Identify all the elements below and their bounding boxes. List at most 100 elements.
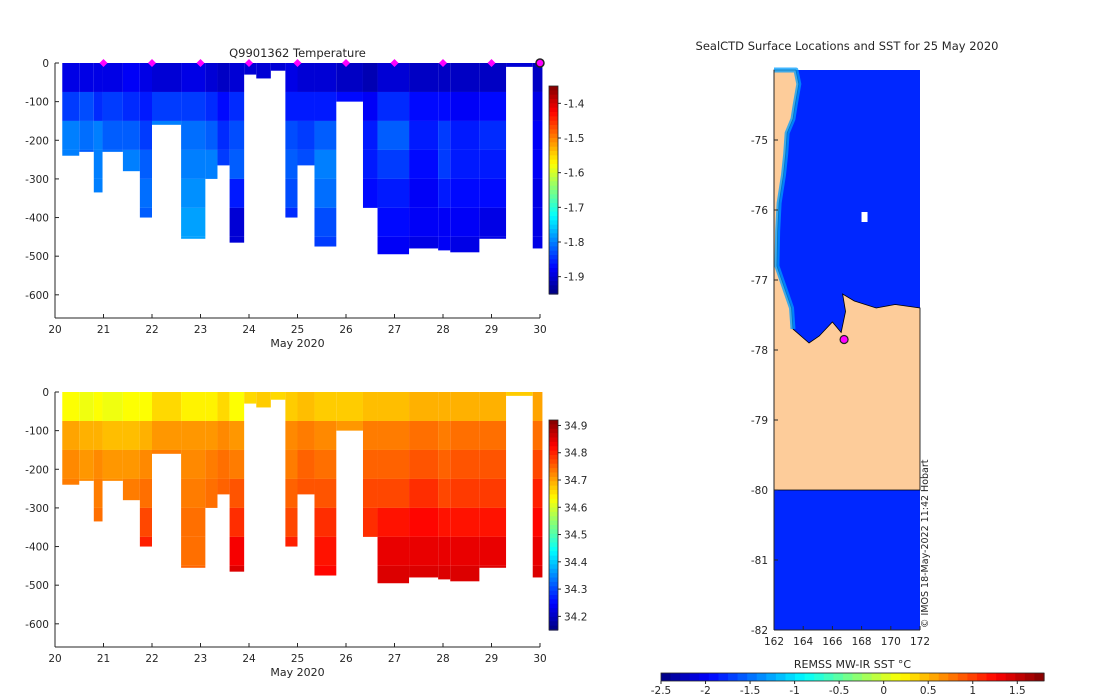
profile-cell	[377, 91, 410, 121]
colorbar-segment	[549, 498, 558, 504]
colorbar-segment	[549, 450, 558, 456]
map-x-tick-label: 166	[822, 636, 842, 648]
colorbar-segment	[549, 511, 558, 517]
colorbar-segment	[549, 164, 558, 169]
profile-cell	[285, 507, 298, 537]
profile-cell	[314, 120, 337, 150]
profile-cell	[181, 149, 206, 179]
colorbar-tick-label: -1.4	[564, 98, 585, 110]
colorbar-tick-label: 1.5	[1009, 685, 1026, 697]
colorbar-segment	[833, 673, 844, 681]
colorbar-segment	[549, 272, 558, 278]
profile-cell	[362, 91, 378, 121]
colorbar-segment	[549, 555, 558, 561]
colorbar-tick-label: 34.6	[564, 502, 588, 514]
profile-cell	[122, 63, 140, 92]
profile-cell	[314, 449, 337, 479]
profile-cell	[438, 565, 451, 580]
colorbar-segment	[699, 673, 710, 681]
profile-3	[102, 63, 123, 152]
profile-cell	[139, 178, 152, 208]
profile-cell	[314, 420, 337, 450]
profile-cell	[362, 178, 378, 208]
profile-marker	[487, 59, 496, 67]
profile-2	[93, 392, 103, 522]
profile-13	[270, 63, 286, 71]
profile-cell	[438, 392, 451, 421]
colorbar-segment	[549, 194, 558, 200]
colorbar-segment	[670, 673, 681, 681]
map-y-tick-label: -79	[751, 415, 768, 427]
colorbar-segment	[549, 476, 558, 482]
profile-cell	[79, 449, 94, 479]
profile-cell	[450, 178, 480, 208]
profile-cell	[181, 207, 206, 237]
profile-cell	[102, 63, 123, 92]
colorbar-segment	[549, 185, 558, 191]
colorbar-segment	[549, 198, 558, 204]
profile-cell	[102, 392, 123, 421]
colorbar-segment	[549, 542, 558, 548]
profile-cell	[102, 478, 123, 481]
profile-3	[102, 392, 123, 481]
y-tick-label: -400	[25, 213, 49, 225]
colorbar-segment	[549, 503, 558, 509]
profile-cell	[62, 478, 80, 485]
sst-colorbar-label: REMSS MW-IR SST °C	[794, 658, 912, 671]
colorbar-segment	[900, 673, 911, 681]
profile-cell	[139, 420, 152, 450]
profile-cell	[122, 120, 140, 150]
profile-cell	[139, 536, 152, 547]
colorbar-segment	[549, 86, 558, 91]
y-tick-label: -600	[25, 619, 49, 631]
colorbar-segment	[766, 673, 777, 681]
map-x-tick-label: 162	[764, 636, 784, 648]
profile-cell	[217, 392, 230, 421]
profile-cell	[181, 565, 206, 568]
colorbar-segment	[549, 285, 558, 291]
colorbar-segment	[549, 125, 558, 130]
x-tick-label: 26	[339, 653, 353, 665]
x-tick-label: 29	[485, 653, 498, 665]
profile-cell	[229, 178, 245, 208]
colorbar-segment	[549, 138, 558, 143]
profile-cell	[479, 91, 507, 121]
profile-cell	[450, 236, 480, 253]
profile-20	[409, 63, 439, 249]
colorbar-segment	[549, 99, 558, 104]
colorbar-segment	[549, 216, 558, 221]
profile-cell	[450, 536, 480, 566]
profile-cell	[479, 178, 507, 208]
colorbar-segment	[549, 459, 558, 465]
colorbar-segment	[986, 673, 997, 681]
profile-marker	[439, 59, 447, 67]
x-tick-label: 22	[145, 324, 158, 336]
profile-22	[450, 63, 480, 253]
profile-24	[506, 392, 533, 396]
profile-cell	[450, 63, 480, 92]
y-tick-label: -500	[25, 251, 49, 263]
profile-cell	[181, 178, 206, 208]
map-y-tick-label: -76	[751, 205, 768, 217]
profile-cell	[217, 478, 230, 495]
x-tick-label: 28	[436, 324, 449, 336]
profile-marker	[196, 59, 205, 67]
profile-cell	[285, 478, 298, 508]
colorbar-tick-label: -1	[789, 685, 799, 697]
colorbar-tick-label: -1.9	[564, 272, 585, 284]
profile-cell	[285, 91, 298, 121]
profile-cell	[532, 236, 543, 249]
profile-24	[506, 63, 533, 67]
profile-cell	[229, 507, 245, 537]
colorbar-segment	[795, 673, 806, 681]
profile-9	[217, 392, 230, 495]
colorbar-segment	[549, 224, 558, 230]
profile-1	[79, 63, 94, 152]
profile-cell	[62, 63, 80, 92]
y-tick-label: -200	[25, 464, 49, 476]
colorbar-segment	[549, 172, 558, 178]
profile-cell	[229, 536, 245, 566]
salinity-panel: 20 21 22 23 24 25 26 27 28 29 30 0 -100 -200 -300 -400 -…	[25, 387, 588, 679]
profile-cell	[205, 392, 218, 421]
profile-marker	[342, 59, 350, 67]
